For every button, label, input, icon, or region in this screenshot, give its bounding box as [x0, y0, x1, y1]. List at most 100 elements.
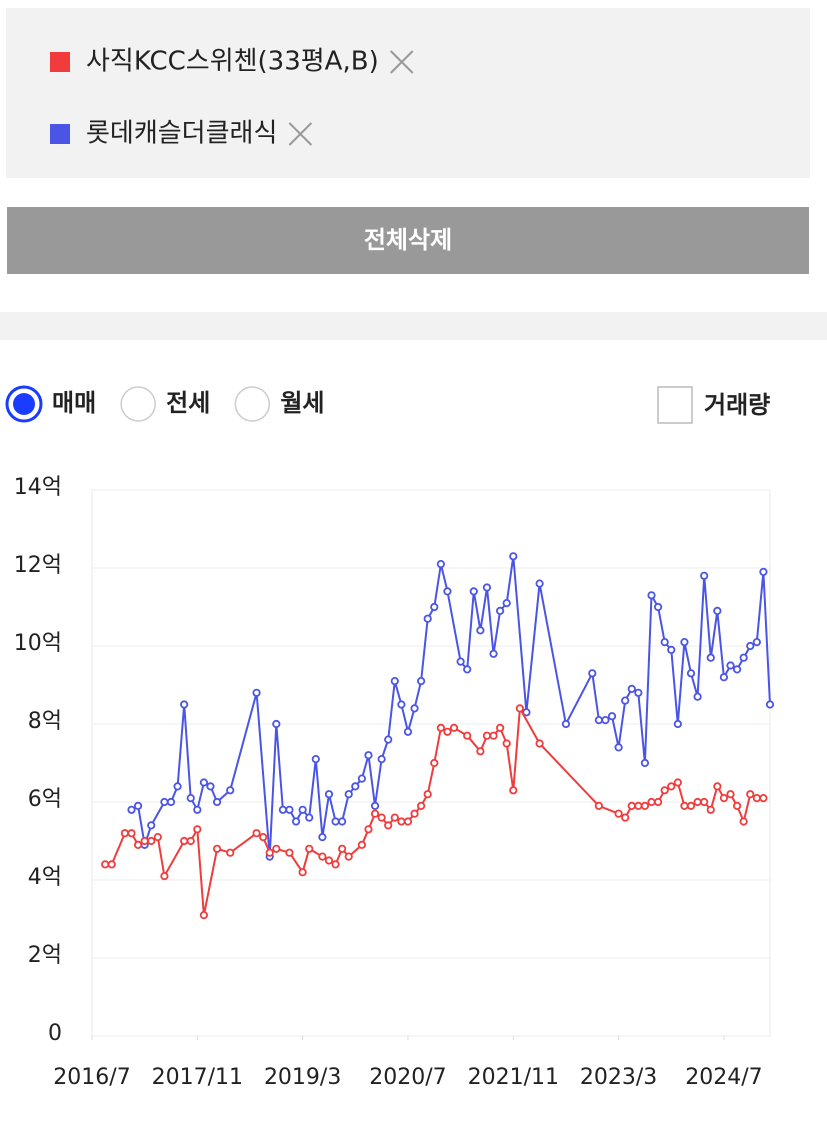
data-point: [390, 813, 399, 822]
data-point: [199, 910, 209, 920]
data-point: [377, 754, 386, 764]
legend-panel: [6, 8, 810, 178]
data-point: [311, 754, 320, 764]
data-point: [133, 801, 143, 811]
data-point: [588, 669, 597, 678]
data-point: [305, 844, 314, 853]
data-point: [614, 743, 623, 752]
data-point: [226, 848, 235, 857]
data-point: [509, 786, 518, 795]
data-point: [713, 782, 722, 791]
data-point: [384, 821, 393, 830]
data-point: [133, 840, 143, 850]
data-point: [673, 719, 682, 729]
data-point: [522, 708, 531, 717]
y-tick-label: 14억: [14, 475, 62, 500]
x-tick-label: 2020/7: [369, 1065, 446, 1090]
legend-label: 롯데캐슬더클래식: [86, 119, 277, 149]
data-point: [759, 793, 768, 803]
data-point: [410, 809, 419, 818]
data-point: [127, 805, 136, 814]
data-point: [397, 700, 406, 709]
data-point: [417, 801, 426, 811]
radio-label: 전세: [166, 389, 210, 417]
clear-button[interactable]: [7, 207, 809, 274]
data-point: [338, 844, 347, 853]
data-point: [193, 805, 202, 814]
data-point: [456, 657, 465, 666]
data-point: [700, 571, 709, 580]
data-point: [706, 653, 715, 662]
data-point: [160, 871, 169, 881]
radio[interactable]: [234, 386, 271, 422]
data-point: [634, 688, 643, 697]
data-point: [621, 813, 630, 822]
data-point: [594, 801, 603, 811]
data-point: [338, 817, 347, 826]
data-point: [647, 591, 656, 600]
remove-icon[interactable]: [390, 50, 414, 74]
data-point: [496, 723, 505, 733]
y-tick-label: 6억: [28, 787, 62, 812]
data-point: [443, 727, 452, 736]
data-point: [318, 852, 327, 861]
data-point: [423, 614, 432, 623]
data-point: [653, 797, 663, 807]
radio[interactable]: [120, 386, 156, 422]
data-point: [305, 813, 314, 822]
data-point: [706, 805, 715, 814]
data-point: [660, 637, 669, 647]
data-point: [357, 774, 366, 783]
data-point: [719, 793, 729, 803]
data-point: [726, 661, 735, 670]
data-point: [489, 649, 498, 658]
data-point: [693, 797, 702, 807]
data-point: [693, 692, 702, 701]
data-point: [212, 844, 222, 853]
data-point: [667, 645, 676, 655]
data-point: [436, 723, 445, 733]
radio-label: 월세: [280, 389, 324, 417]
x-tick-label: 2021/11: [468, 1065, 559, 1090]
data-point: [331, 860, 340, 869]
data-point: [285, 805, 294, 814]
data-point: [147, 821, 156, 830]
data-point: [739, 653, 748, 662]
data-point: [686, 669, 696, 678]
checkbox[interactable]: [657, 386, 693, 424]
data-point: [752, 793, 761, 803]
data-point: [252, 829, 261, 838]
data-point: [403, 727, 413, 736]
data-point: [107, 860, 116, 869]
data-point: [515, 704, 524, 713]
legend-swatch: [50, 52, 70, 72]
legend-label: 사직KCC스위첸(33평A,B): [86, 47, 379, 77]
data-point: [627, 801, 636, 811]
data-point: [660, 786, 669, 795]
data-point: [390, 676, 399, 686]
data-point: [397, 817, 406, 826]
data-point: [265, 848, 274, 857]
data-point: [324, 790, 334, 799]
series-line: [105, 705, 764, 916]
remove-icon[interactable]: [288, 122, 313, 146]
data-point: [430, 602, 439, 612]
data-point: [667, 782, 676, 791]
data-point: [259, 832, 268, 842]
data-point: [509, 552, 518, 561]
data-point: [489, 731, 498, 740]
data-point: [331, 817, 340, 826]
data-point: [226, 786, 235, 795]
y-tick-label: 2억: [28, 943, 62, 968]
data-point: [318, 832, 327, 842]
data-point: [680, 637, 689, 647]
data-point: [673, 778, 682, 787]
data-point: [199, 778, 209, 787]
data-point: [423, 790, 432, 799]
data-point: [627, 684, 636, 694]
y-tick-label: 0: [48, 1021, 62, 1046]
data-point: [700, 797, 709, 807]
data-point: [285, 848, 294, 857]
data-point: [120, 829, 130, 838]
